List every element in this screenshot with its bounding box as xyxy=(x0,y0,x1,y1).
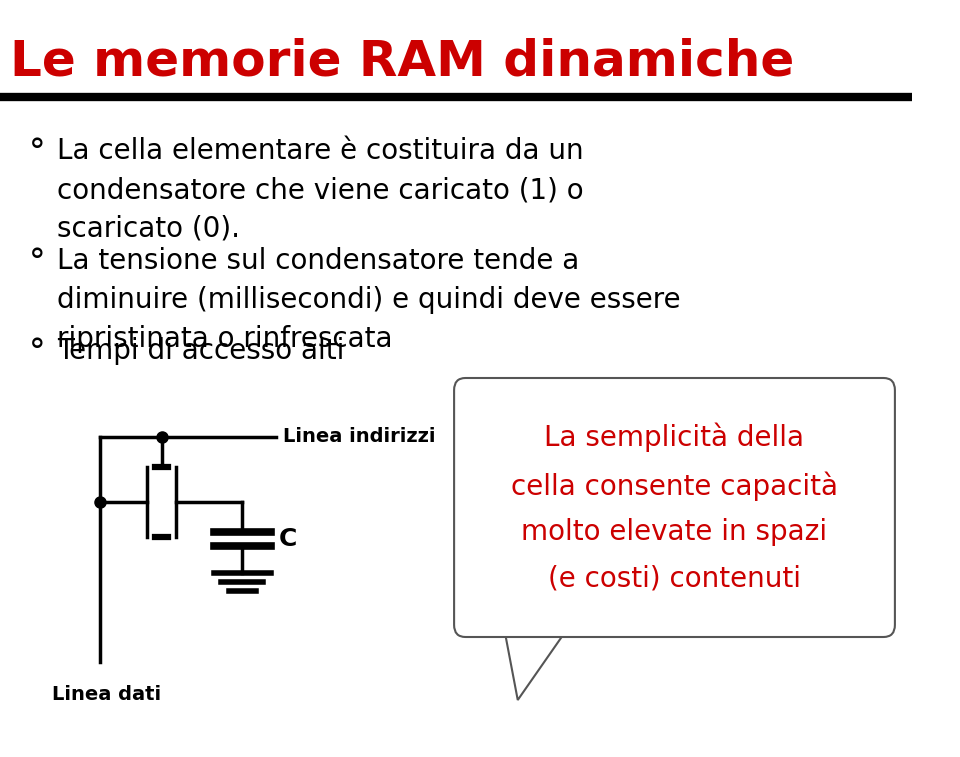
Text: °: ° xyxy=(29,247,45,280)
Text: La cella elementare è costituira da un
condensatore che viene caricato (1) o
sca: La cella elementare è costituira da un c… xyxy=(57,137,584,243)
Polygon shape xyxy=(505,621,568,628)
Text: Le memorie RAM dinamiche: Le memorie RAM dinamiche xyxy=(10,37,794,85)
FancyBboxPatch shape xyxy=(454,378,895,637)
Text: Linea indirizzi: Linea indirizzi xyxy=(283,428,436,447)
Text: C: C xyxy=(278,527,297,551)
Text: °: ° xyxy=(29,337,45,370)
Polygon shape xyxy=(503,625,570,700)
Text: La tensione sul condensatore tende a
diminuire (millisecondi) e quindi deve esse: La tensione sul condensatore tende a dim… xyxy=(57,247,681,353)
Text: La semplicità della
cella consente capacità
molto elevate in spazi
(e costi) con: La semplicità della cella consente capac… xyxy=(511,423,838,592)
Text: °: ° xyxy=(29,137,45,170)
Text: Linea dati: Linea dati xyxy=(52,685,161,704)
Text: Tempi di accesso alti: Tempi di accesso alti xyxy=(57,337,345,365)
